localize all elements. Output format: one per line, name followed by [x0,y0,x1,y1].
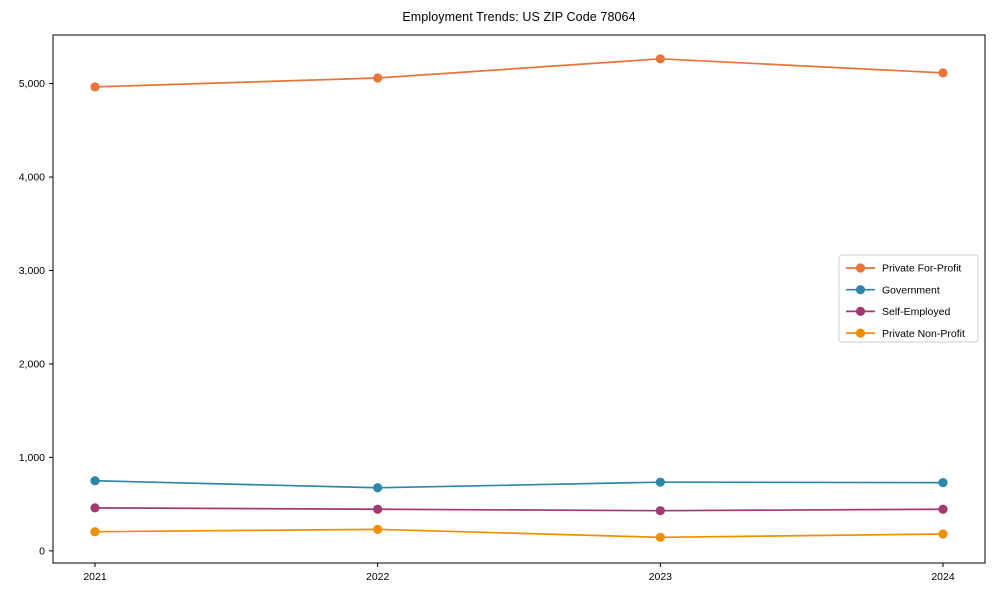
y-axis-tick-label: 4,000 [19,172,45,184]
legend-marker [855,263,866,273]
legend-label-private-for-profit: Private For-Profit [882,263,961,275]
series-marker-government [90,476,100,486]
series-marker-private-non-profit [938,529,948,539]
series-marker-self-employed [90,503,100,513]
series-line-self-employed [94,507,944,512]
series-marker-private-for-profit [655,54,665,64]
series-marker-self-employed [373,504,383,514]
legend-label-government: Government [882,284,940,296]
x-axis-tick-label: 2024 [931,571,955,583]
series-line-private-non-profit [94,528,944,539]
y-axis-tick-label: 0 [39,545,45,557]
y-axis-tick-label: 5,000 [19,78,45,90]
y-axis-tick-label: 3,000 [19,265,45,277]
legend-label-private-non-profit: Private Non-Profit [882,328,965,340]
series-marker-self-employed [655,506,665,516]
series-marker-private-non-profit [90,527,100,537]
legend-box [838,254,979,343]
series-marker-private-for-profit [373,73,383,83]
legend-marker [855,328,866,338]
series-marker-government [373,483,383,493]
series-marker-private-for-profit [90,82,100,92]
series-line-government [94,479,944,489]
x-axis-tick-label: 2022 [366,571,390,583]
series-marker-private-non-profit [655,532,665,542]
plot-border [52,34,986,564]
series-line-private-for-profit [94,57,944,88]
legend-marker [855,285,866,295]
x-axis-tick-label: 2023 [649,571,673,583]
series-marker-private-for-profit [938,68,948,78]
series-marker-government [938,478,948,488]
y-axis-tick-label: 2,000 [19,359,45,371]
chart-title: Employment Trends: US ZIP Code 78064 [402,10,636,24]
series-marker-self-employed [938,504,948,514]
y-axis-tick-label: 1,000 [19,452,45,464]
series-marker-government [655,477,665,487]
x-axis-tick-label: 2021 [83,571,107,583]
legend-marker [855,306,866,316]
legend-label-self-employed: Self-Employed [882,306,950,318]
series-marker-private-non-profit [373,524,383,534]
